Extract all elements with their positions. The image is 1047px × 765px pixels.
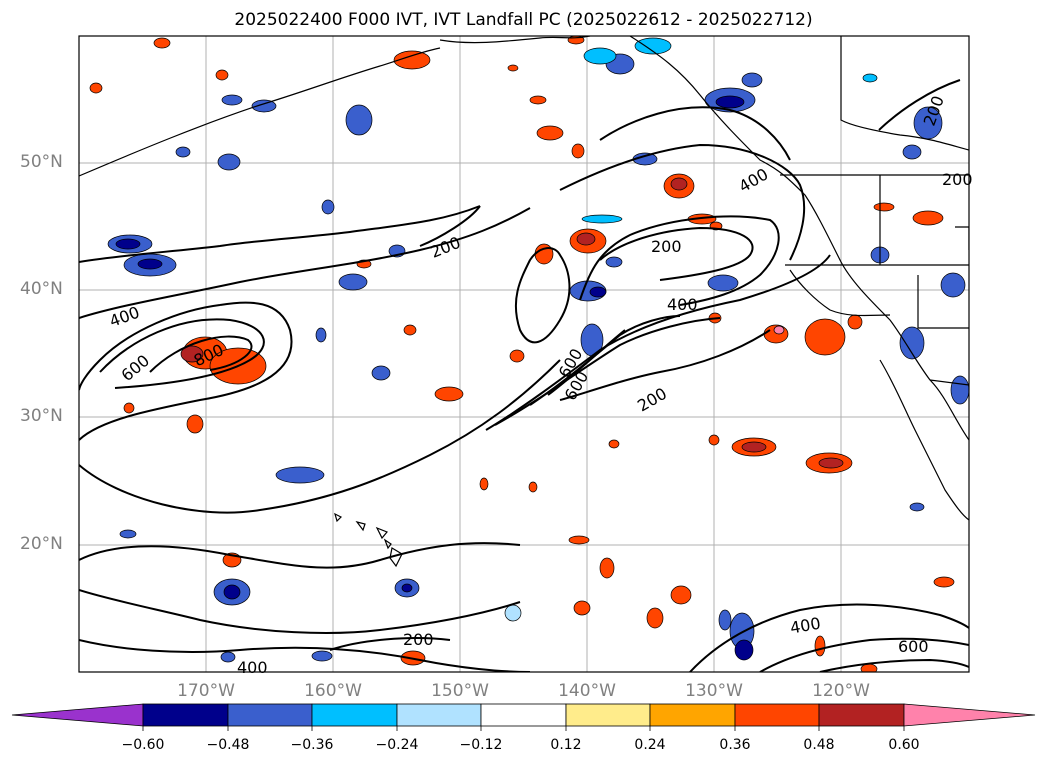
colorbar-cell: [227, 703, 313, 727]
contour-label: 200: [942, 170, 973, 189]
lat-label-20n: 20°N: [20, 534, 63, 554]
negative-anomaly-blobs: [107, 37, 969, 663]
contour-label: 400: [237, 658, 268, 677]
colorbar-cell: [142, 703, 229, 727]
lon-label-170w: 170°W: [177, 681, 235, 701]
lat-label-40n: 40°N: [20, 279, 63, 299]
ivt-contours: [79, 79, 969, 672]
lon-label-150w: 150°W: [431, 681, 489, 701]
contour-label: 200: [651, 237, 682, 256]
map-frame: [78, 35, 970, 673]
colorbar-tick-label: 0.12: [550, 737, 582, 753]
lon-label-140w: 140°W: [558, 681, 616, 701]
lon-label-160w: 160°W: [304, 681, 362, 701]
colorbar-tick-label: 0.36: [719, 737, 751, 753]
colorbar-cell: [396, 703, 482, 727]
colorbar-cell: [818, 703, 905, 727]
lat-label-30n: 30°N: [20, 406, 63, 426]
contour-label: 400: [667, 295, 698, 314]
lat-label-50n: 50°N: [20, 152, 63, 172]
hawaiian-islands: [334, 512, 403, 568]
colorbar-cell: [649, 703, 736, 727]
colorbar-tick-label: −0.60: [121, 737, 165, 753]
contour-label: 600: [898, 637, 929, 656]
contour-label: 200: [403, 630, 434, 649]
colorbar-tick-label: −0.24: [375, 737, 419, 753]
colorbar-tick-label: −0.12: [459, 737, 503, 753]
colorbar-extend-low: [11, 703, 144, 727]
colorbar-cell: [565, 703, 651, 727]
colorbar-cell: [311, 703, 398, 727]
coastlines: [79, 36, 969, 521]
colorbar-tick-label: −0.48: [206, 737, 250, 753]
colorbar-tick-label: −0.36: [290, 737, 334, 753]
colorbar: [11, 703, 1036, 731]
colorbar-cell: [734, 703, 820, 727]
colorbar-tick-label: 0.60: [888, 737, 920, 753]
colorbar-tick-label: 0.48: [803, 737, 835, 753]
lon-label-130w: 130°W: [685, 681, 743, 701]
colorbar-cell: [480, 703, 567, 727]
colorbar-extend-high: [903, 703, 1036, 727]
map-title: 2025022400 F000 IVT, IVT Landfall PC (20…: [234, 10, 813, 30]
lon-label-120w: 120°W: [812, 681, 870, 701]
colorbar-tick-label: 0.24: [634, 737, 666, 753]
